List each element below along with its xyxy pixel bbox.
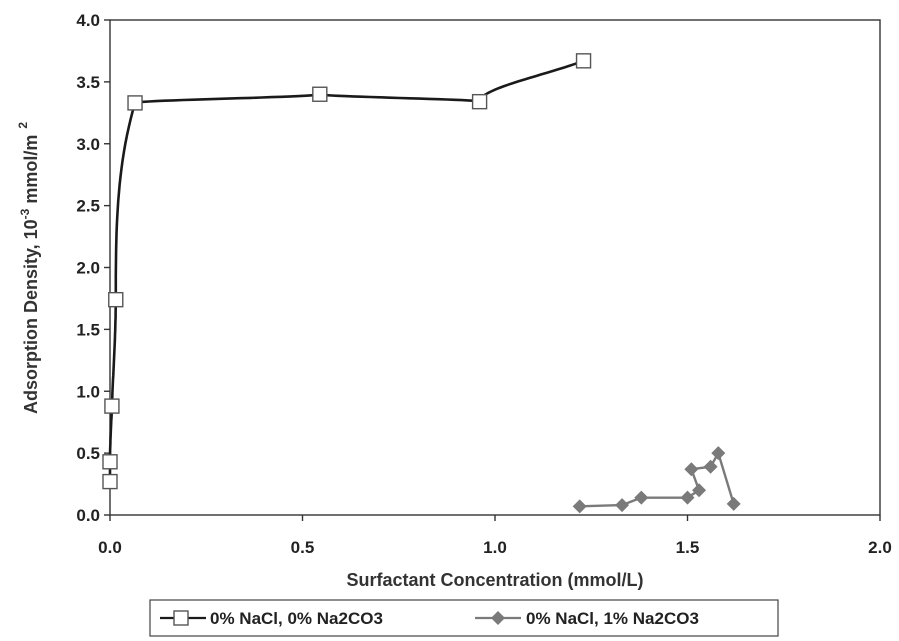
series-layer (102, 53, 741, 514)
series-2-point (692, 483, 707, 498)
y-axis-title-unit-exponent: 2 (16, 122, 30, 129)
series-1-point (102, 473, 118, 490)
y-tick-label: 3.5 (76, 73, 100, 92)
series-1-point (104, 398, 120, 414)
y-axis-title-exponent: -3 (18, 208, 32, 219)
series-2-point (684, 462, 699, 477)
series-1-line (108, 59, 584, 483)
series-1-point (108, 291, 124, 308)
y-tick-label: 1.0 (76, 382, 100, 401)
legend-label-series-1: 0% NaCl, 0% Na2CO3 (210, 609, 383, 628)
legend-label-series-2: 0% NaCl, 1% Na2CO3 (526, 609, 699, 628)
legend-marker-series-1 (173, 610, 189, 626)
series-1-point (127, 95, 143, 111)
x-tick-label: 2.0 (868, 538, 892, 557)
x-tick-label: 0.0 (98, 538, 122, 557)
series-2-point (726, 496, 741, 511)
legend-item-series-1: 0% NaCl, 0% Na2CO3 (160, 609, 383, 628)
x-axis: 0.0 0.5 1.0 1.5 2.0 (98, 515, 892, 557)
y-tick-label: 0.0 (76, 506, 100, 525)
series-1-point (102, 454, 118, 470)
series-1-point (575, 53, 592, 69)
legend-marker-series-2 (491, 611, 505, 625)
series-1-point (471, 93, 488, 110)
y-axis-title: Adsorption Density, 10-3 mmol/m2 (16, 122, 41, 414)
y-tick-label: 1.5 (76, 320, 100, 339)
legend-box (149, 599, 779, 637)
x-axis-title: Surfactant Concentration (mmol/L) (346, 570, 643, 590)
y-tick-label: 2.5 (76, 197, 100, 216)
x-tick-label: 0.5 (291, 538, 315, 557)
y-tick-label: 0.5 (76, 444, 100, 463)
x-tick-label: 1.0 (483, 538, 507, 557)
y-axis: 0.0 0.5 1.0 1.5 2.0 2.5 3.0 3.5 4.0 (76, 11, 110, 525)
y-tick-label: 2.0 (76, 259, 100, 278)
series-2-point (634, 490, 649, 505)
x-tick-label: 1.5 (676, 538, 700, 557)
plot-frame (109, 19, 881, 516)
series-2-point (572, 499, 587, 514)
series-2-point (703, 459, 718, 474)
series-2-point (615, 498, 630, 513)
series-1-point (312, 86, 328, 102)
y-tick-label: 3.0 (76, 135, 100, 154)
plot-area (109, 19, 881, 516)
series-2-point (680, 490, 695, 505)
legend: 0% NaCl, 0% Na2CO3 0% NaCl, 1% Na2CO3 (149, 599, 779, 637)
y-tick-label: 4.0 (76, 11, 100, 30)
legend-item-series-2: 0% NaCl, 1% Na2CO3 (475, 609, 699, 628)
series-2-point (711, 446, 726, 461)
